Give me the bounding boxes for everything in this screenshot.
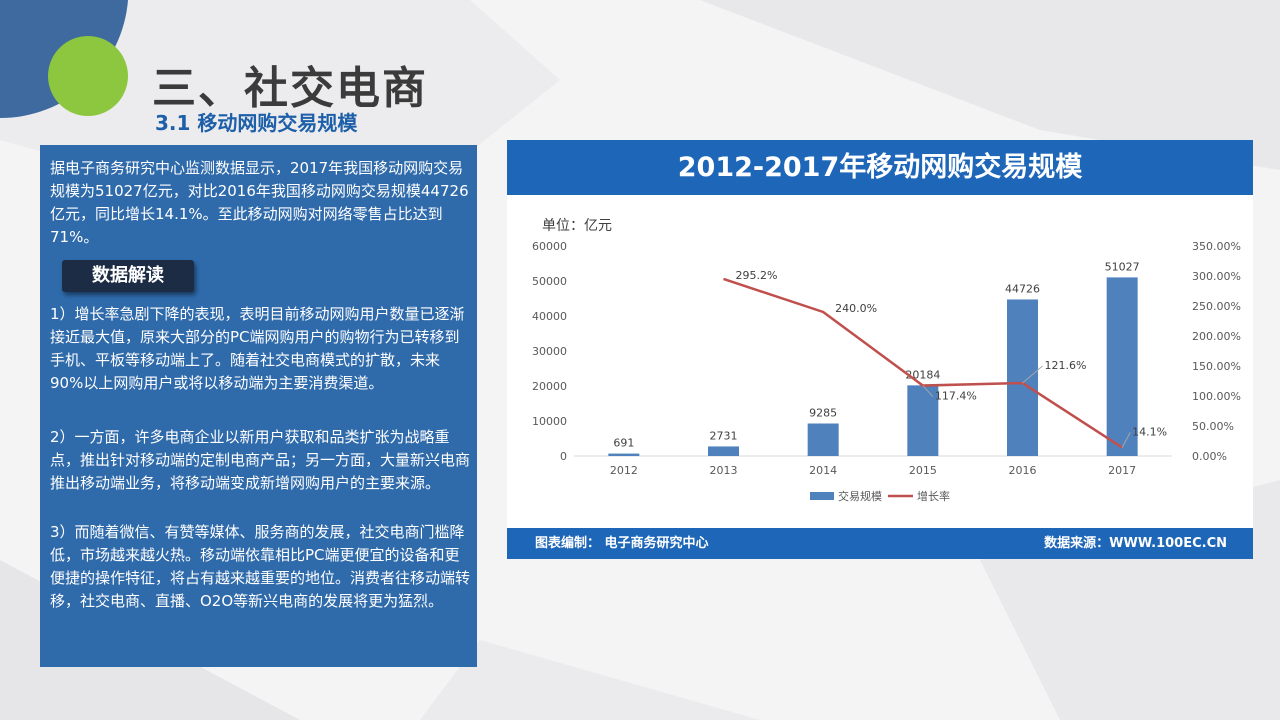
bar-2017 — [1106, 277, 1138, 456]
y-left-tick: 40000 — [532, 310, 567, 323]
chart-title: 2012-2017年移动网购交易规模 — [507, 140, 1253, 195]
line-label: 295.2% — [736, 269, 778, 282]
chart-footer: 图表编制： 电子商务研究中心 数据来源：WWW.100EC.CN — [507, 528, 1253, 559]
bar-2015 — [907, 385, 939, 456]
line-label: 121.6% — [1045, 359, 1087, 372]
point-1-paragraph: 1）增长率急剧下降的表现，表明目前移动网购用户数量已逐渐接近最大值，原来大部分的… — [50, 305, 465, 392]
point-2-paragraph: 2）一方面，许多电商企业以新用户获取和品类扩张为战略重点，推出针对移动端的定制电… — [50, 428, 471, 492]
bar-2016 — [1007, 299, 1038, 456]
data-interpretation-badge: 数据解读 — [62, 260, 194, 292]
label-leader — [1121, 432, 1131, 448]
bar-label: 44726 — [1005, 282, 1040, 295]
intro-paragraph: 据电子商务研究中心监测数据显示，2017年我国移动网购交易规模为51027亿元，… — [50, 159, 469, 246]
green-circle — [48, 36, 128, 116]
y-right-tick: 0.00% — [1192, 450, 1227, 463]
label-leader — [922, 385, 934, 397]
chart-source: 数据来源：WWW.100EC.CN — [1044, 536, 1227, 551]
legend-bar-label: 交易规模 — [838, 489, 882, 503]
y-left-tick: 10000 — [532, 415, 567, 428]
x-tick: 2012 — [610, 464, 638, 477]
y-left-tick: 0 — [560, 450, 567, 463]
legend-line-label: 增长率 — [917, 489, 950, 503]
line-label: 117.4% — [935, 390, 977, 403]
y-left-tick: 60000 — [532, 240, 567, 253]
chart-card: 2012-2017年移动网购交易规模 单位：亿元 0 10000 20000 30000… — [507, 140, 1253, 559]
bar-2013 — [708, 446, 739, 456]
legend-bar-swatch — [810, 492, 834, 500]
label-leader — [1022, 365, 1043, 384]
y-left-tick: 20000 — [532, 380, 567, 393]
x-tick: 2014 — [809, 464, 837, 477]
analysis-panel: 据电子商务研究中心监测数据显示，2017年我国移动网购交易规模为51027亿元，… — [40, 145, 477, 667]
y-left-tick: 50000 — [532, 275, 567, 288]
bar-label: 2731 — [710, 429, 738, 442]
y-right-tick: 250.00% — [1192, 300, 1241, 313]
page-title: 三、社交电商 — [152, 63, 428, 114]
y-right-tick: 200.00% — [1192, 330, 1241, 343]
y-right-tick: 150.00% — [1192, 360, 1241, 373]
x-tick: 2015 — [909, 464, 937, 477]
bar-2014 — [807, 423, 839, 456]
chart-svg: 单位：亿元 0 10000 20000 30000 40000 50000 60000 0.00… — [532, 218, 1241, 503]
line-label: 14.1% — [1132, 426, 1167, 439]
page-subtitle: 3.1 移动网购交易规模 — [155, 111, 358, 135]
y-right-tick: 50.00% — [1192, 420, 1234, 433]
bar-label: 51027 — [1105, 260, 1140, 273]
unit-label: 单位：亿元 — [542, 218, 612, 234]
y-right-tick: 100.00% — [1192, 390, 1241, 403]
line-label: 240.0% — [835, 302, 877, 315]
x-tick: 2016 — [1009, 464, 1037, 477]
bar-label: 691 — [613, 437, 634, 450]
bar-label: 9285 — [809, 407, 837, 420]
x-tick: 2017 — [1108, 464, 1136, 477]
x-tick: 2013 — [710, 464, 738, 477]
bar-label: 20184 — [905, 368, 940, 381]
y-right-tick: 300.00% — [1192, 270, 1241, 283]
point-3-paragraph: 3）而随着微信、有赞等媒体、服务商的发展，社交电商门槛降低，市场越来越火热。移动… — [50, 523, 471, 610]
bar-2012 — [608, 453, 640, 456]
chart-author: 图表编制： 电子商务研究中心 — [535, 536, 709, 551]
y-right-tick: 350.00% — [1192, 240, 1241, 253]
y-left-tick: 30000 — [532, 345, 567, 358]
